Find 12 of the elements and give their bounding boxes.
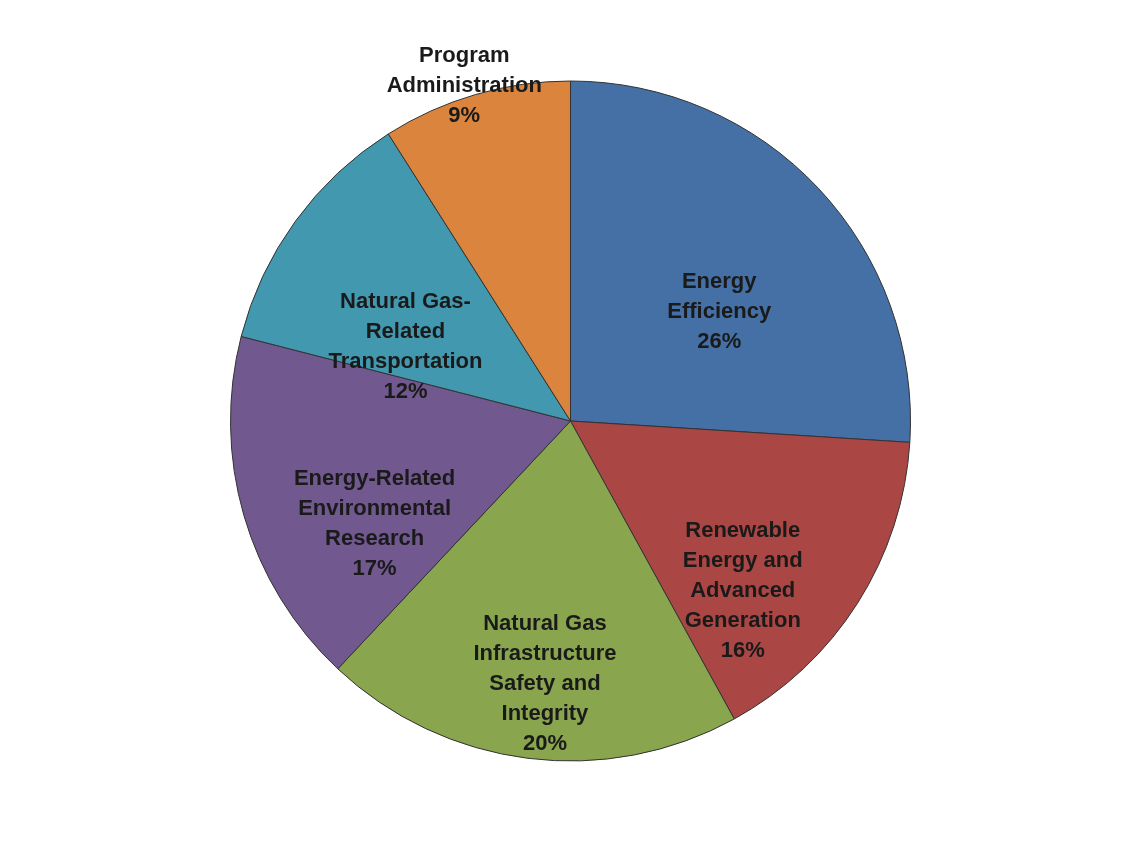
slice-label: Renewable Energy and Advanced Generation <box>682 517 803 633</box>
data-label: 26% <box>697 328 742 354</box>
data-label: 9% <box>448 102 481 128</box>
data-label: 12% <box>383 378 428 404</box>
slice-label: Natural Gas-Related Transportation <box>328 288 483 374</box>
data-label: 20% <box>522 730 567 756</box>
data-label: 16% <box>720 637 765 663</box>
slice-label: Program Administration <box>386 42 542 98</box>
slice-label: Energy Efficiency <box>667 268 772 324</box>
slice-label: Energy-Related Environmental Research <box>293 464 456 550</box>
slice-label: Natural Gas Infrastructure Safety and Integrity <box>473 610 617 726</box>
data-label: 17% <box>352 554 397 580</box>
